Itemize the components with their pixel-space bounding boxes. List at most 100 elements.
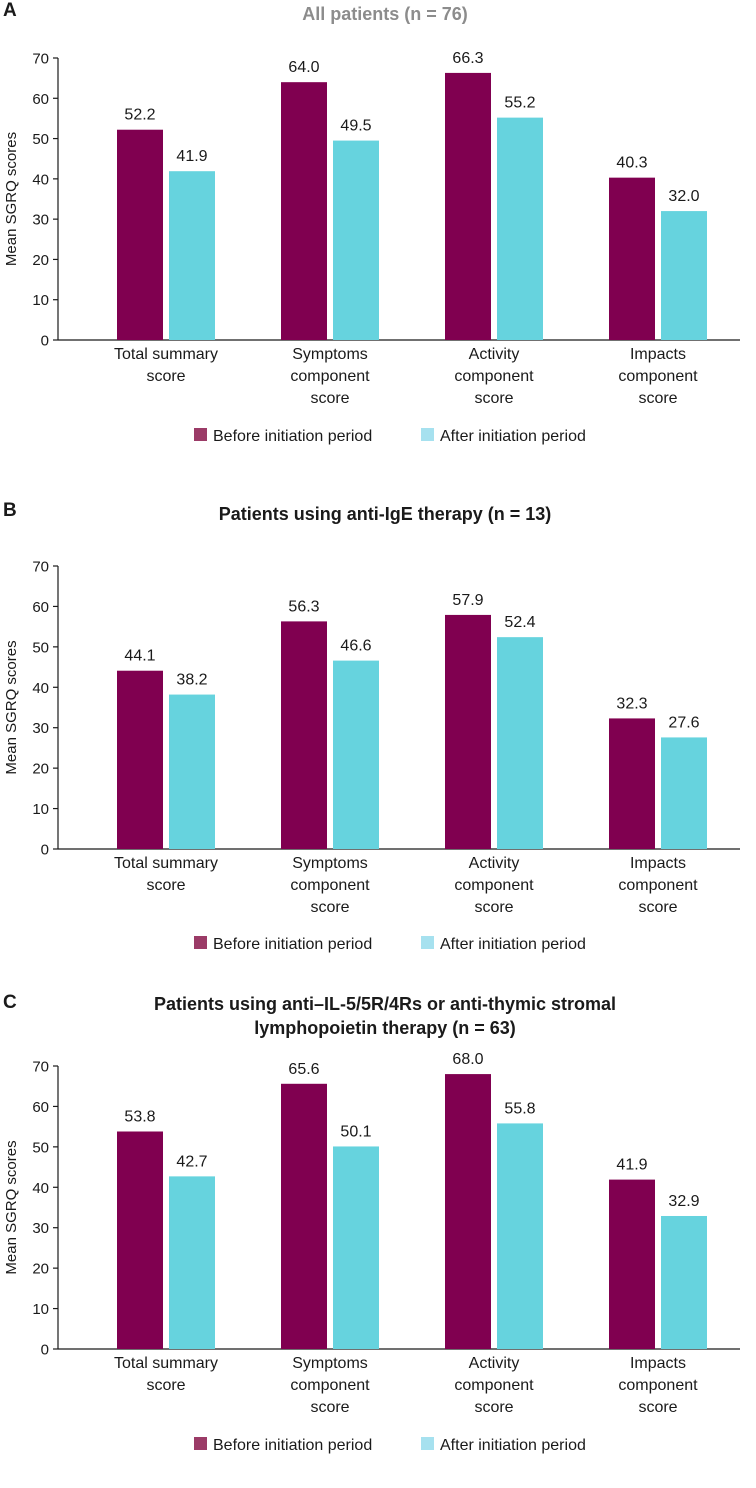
legend-label-after: After initiation period [440, 428, 586, 445]
bar-after [661, 211, 707, 340]
data-label: 53.8 [124, 1108, 155, 1125]
x-tick-label: score [638, 899, 677, 916]
bar-after [169, 1176, 215, 1349]
data-label: 52.4 [504, 614, 535, 631]
y-tick-label: 30 [32, 1220, 49, 1237]
bar-after [661, 737, 707, 849]
x-tick-label: score [474, 1399, 513, 1416]
x-tick-label: component [618, 368, 698, 385]
panel-letter: A [3, 0, 17, 21]
y-tick-label: 0 [41, 1342, 49, 1359]
data-label: 52.2 [124, 107, 155, 124]
bar-before [445, 1074, 491, 1349]
x-tick-label: component [618, 877, 698, 894]
y-tick-label: 30 [32, 212, 49, 229]
bar-after [169, 694, 215, 849]
y-tick-label: 40 [32, 1180, 49, 1197]
legend-label-before: Before initiation period [213, 428, 372, 445]
bar-after [497, 637, 543, 849]
panel-title-line-2: lymphopoietin therapy (n = 63) [254, 1018, 516, 1038]
panel-title: All patients (n = 76) [302, 4, 468, 24]
x-tick-label: component [454, 368, 534, 385]
y-tick-label: 40 [32, 680, 49, 697]
x-tick-label: score [310, 390, 349, 407]
y-tick-label: 20 [32, 252, 49, 269]
y-tick-label: 20 [32, 761, 49, 778]
bar-before [117, 129, 163, 340]
panel-title: Patients using anti-IgE therapy (n = 13) [218, 504, 552, 524]
y-tick-label: 60 [32, 91, 49, 108]
x-tick-label: score [310, 899, 349, 916]
bar-after [333, 660, 379, 849]
panel-title-line-1: Patients using anti–IL-5/5R/4Rs or anti-… [153, 994, 617, 1014]
panel-b: B Patients using anti-IgE therapy (n = 1… [0, 500, 756, 970]
y-tick-label: 10 [32, 1301, 49, 1318]
legend-swatch-after [421, 936, 434, 949]
y-tick-label: 70 [32, 51, 49, 68]
legend-swatch-before [194, 936, 207, 949]
x-tick-label: component [454, 877, 534, 894]
x-tick-label: score [146, 1377, 185, 1394]
data-label: 38.2 [176, 672, 207, 689]
data-label: 57.9 [452, 592, 483, 609]
data-label: 55.8 [504, 1100, 535, 1117]
legend-label-before: Before initiation period [213, 936, 372, 953]
y-tick-label: 50 [32, 1139, 49, 1156]
bar-chart-a: 0 10 20 30 40 50 60 70 Mean SGRQ scores 52.2 41.9 T… [3, 50, 740, 445]
x-tick-label: score [146, 368, 185, 385]
bar-before [117, 1131, 163, 1349]
x-tick-label: Activity [469, 346, 520, 363]
y-axis-title: Mean SGRQ scores [3, 132, 20, 266]
y-tick-label: 40 [32, 171, 49, 188]
x-tick-label: score [310, 1399, 349, 1416]
y-tick-label: 70 [32, 1059, 49, 1076]
legend-swatch-after [421, 1437, 434, 1450]
bar-chart-c: 0 10 20 30 40 50 60 70 Mean SGRQ scores 53.8 42.7 T… [3, 1051, 740, 1454]
x-tick-label: component [290, 877, 370, 894]
y-axis-title: Mean SGRQ scores [3, 1140, 20, 1274]
x-tick-label: component [290, 368, 370, 385]
y-tick-label: 20 [32, 1261, 49, 1278]
bar-after [661, 1215, 707, 1349]
x-tick-label: Total summary [114, 855, 218, 872]
bar-chart-b: 0 10 20 30 40 50 60 70 Mean SGRQ scores 44.1 38.2 T… [3, 559, 740, 953]
x-tick-label: Impacts [630, 855, 686, 872]
bar-after [497, 1123, 543, 1349]
bar-after [497, 117, 543, 340]
data-label: 41.9 [176, 148, 207, 165]
bar-before [445, 72, 491, 341]
bar-after [169, 171, 215, 340]
x-tick-label: component [454, 1377, 534, 1394]
y-tick-label: 70 [32, 559, 49, 576]
bar-before [281, 621, 327, 849]
y-axis-title: Mean SGRQ scores [3, 640, 20, 774]
bar-before [117, 670, 163, 849]
data-label: 64.0 [288, 59, 319, 76]
bar-before [609, 1179, 655, 1349]
bar-before [609, 177, 655, 340]
bar-after [333, 1146, 379, 1349]
x-tick-label: Activity [469, 1355, 520, 1372]
panel-letter: C [3, 992, 17, 1013]
data-label: 66.3 [452, 50, 483, 67]
data-label: 41.9 [616, 1157, 647, 1174]
data-label: 42.7 [176, 1153, 207, 1170]
bar-after [333, 140, 379, 340]
x-tick-label: Symptoms [292, 1355, 368, 1372]
x-tick-label: Activity [469, 855, 520, 872]
x-tick-label: score [638, 1399, 677, 1416]
x-tick-label: Impacts [630, 346, 686, 363]
bar-before [609, 718, 655, 849]
y-tick-label: 10 [32, 801, 49, 818]
legend-label-after: After initiation period [440, 1437, 586, 1454]
data-label: 68.0 [452, 1051, 483, 1068]
legend-label-before: Before initiation period [213, 1437, 372, 1454]
panel-letter: B [3, 500, 17, 521]
data-label: 55.2 [504, 95, 535, 112]
y-tick-label: 10 [32, 292, 49, 309]
x-tick-label: score [474, 899, 513, 916]
x-tick-label: component [290, 1377, 370, 1394]
data-label: 65.6 [288, 1061, 319, 1078]
y-tick-label: 50 [32, 131, 49, 148]
x-tick-label: score [638, 390, 677, 407]
